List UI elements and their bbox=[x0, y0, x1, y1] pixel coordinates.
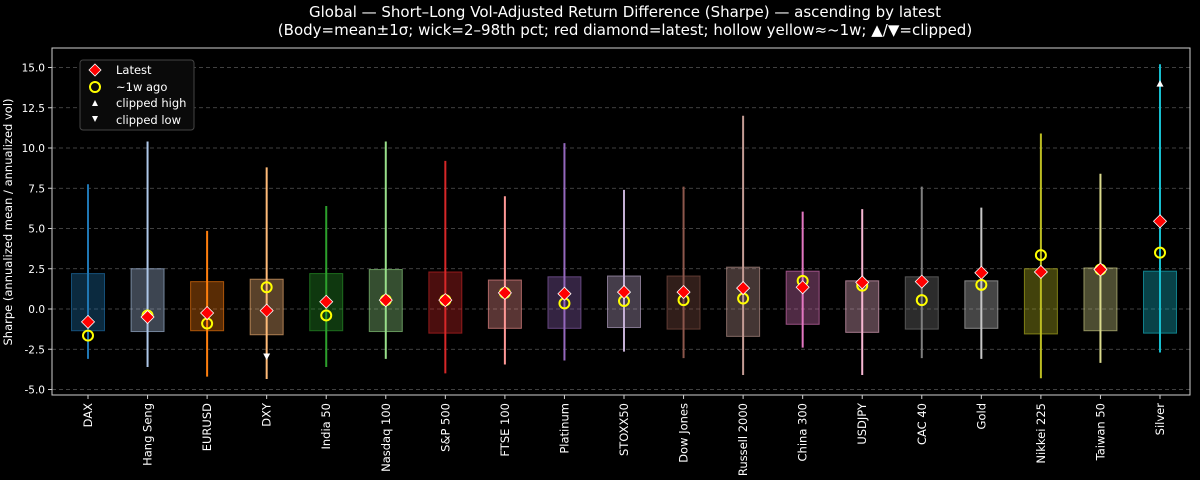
x-tick-label: FTSE 100 bbox=[498, 403, 512, 457]
latest-marker bbox=[676, 285, 691, 300]
latest-marker bbox=[438, 293, 453, 308]
series-group-gold bbox=[964, 207, 999, 359]
latest-marker bbox=[855, 275, 870, 290]
latest-marker bbox=[795, 280, 810, 295]
y-tick-label: 5.0 bbox=[28, 224, 45, 236]
x-tick-label: DAX bbox=[81, 403, 95, 428]
latest-marker bbox=[497, 285, 512, 300]
series-group-dow-jones bbox=[666, 186, 701, 359]
latest-marker bbox=[736, 281, 751, 296]
x-tick-label: Dow Jones bbox=[677, 403, 691, 463]
latest-marker bbox=[140, 309, 155, 325]
x-tick-label: CAC 40 bbox=[915, 403, 929, 445]
x-ticks: DAX Hang Seng EURUSD DXY India 50 Nasdaq 100 S… bbox=[81, 395, 1167, 476]
series-group-usdjpy bbox=[845, 209, 880, 376]
series-group-ftse-100 bbox=[487, 196, 522, 365]
clipped-low-marker bbox=[263, 353, 271, 360]
y-tick-label: 15.0 bbox=[22, 63, 45, 75]
x-tick-label: China 300 bbox=[796, 403, 810, 461]
series-group-dax bbox=[71, 184, 105, 359]
legend-box bbox=[79, 59, 195, 131]
latest-marker bbox=[80, 314, 96, 329]
latest-marker bbox=[1093, 262, 1108, 277]
x-tick-label: USDJPY bbox=[855, 402, 869, 445]
x-tick-label: Platinum bbox=[557, 403, 571, 454]
latest-marker bbox=[1152, 214, 1168, 229]
week-ago-marker bbox=[915, 294, 928, 307]
x-tick-label: DXY bbox=[260, 402, 274, 427]
series-group-s-p-500 bbox=[428, 160, 463, 374]
series-group-nasdaq-100 bbox=[368, 141, 403, 359]
series-group-russell-2000 bbox=[726, 115, 761, 376]
series-group-china-300 bbox=[785, 211, 820, 348]
week-ago-marker bbox=[260, 281, 273, 294]
chart-marks bbox=[71, 64, 1177, 380]
plot-frame bbox=[51, 47, 1191, 396]
y-tick-label: 12.5 bbox=[22, 103, 45, 115]
gridlines bbox=[52, 67, 1190, 390]
series-group-hang-seng bbox=[130, 141, 165, 367]
y-ticks: -5.0 -2.5 0.0 2.5 5.0 7.5 10.0 12.5 15.0 bbox=[22, 63, 52, 397]
y-tick-label: -5.0 bbox=[25, 385, 46, 397]
series-group-eurusd bbox=[190, 230, 225, 377]
series-group-stoxx50 bbox=[607, 189, 641, 352]
chart-subtitle: (Body=mean±1σ; wick=2–98th pct; red diam… bbox=[278, 21, 972, 39]
x-tick-label: Russell 2000 bbox=[736, 403, 750, 476]
week-ago-marker bbox=[1034, 249, 1047, 262]
legend-clipped-low-label: clipped low bbox=[116, 113, 181, 127]
latest-marker bbox=[557, 286, 572, 301]
legend-week-ago-label: ~1w ago bbox=[116, 80, 167, 94]
series-group-taiwan-50 bbox=[1083, 173, 1118, 363]
legend-clipped-high-marker bbox=[92, 100, 98, 106]
latest-marker bbox=[616, 285, 632, 300]
latest-marker bbox=[319, 294, 334, 309]
x-tick-label: Hang Seng bbox=[141, 403, 155, 466]
latest-marker bbox=[378, 293, 393, 308]
week-ago-marker bbox=[320, 309, 333, 322]
legend-latest-label: Latest bbox=[116, 63, 152, 77]
series-group-platinum bbox=[547, 143, 582, 361]
y-tick-label: 10.0 bbox=[22, 143, 45, 155]
clipped-high-marker bbox=[1156, 80, 1164, 87]
y-axis-label: Sharpe (annualized mean / annualized vol… bbox=[1, 98, 15, 345]
x-tick-label: Gold bbox=[974, 403, 988, 429]
legend-latest-marker bbox=[88, 63, 102, 77]
chart-title: Global — Short–Long Vol-Adjusted Return … bbox=[309, 3, 941, 21]
series-group-nikkei-225 bbox=[1023, 133, 1058, 379]
latest-marker bbox=[974, 265, 989, 280]
x-tick-label: Nikkei 225 bbox=[1034, 403, 1048, 464]
x-tick-label: STOXX50 bbox=[617, 403, 631, 456]
week-ago-marker bbox=[1154, 246, 1166, 259]
x-tick-label: Nasdaq 100 bbox=[379, 403, 393, 472]
week-ago-marker bbox=[82, 329, 94, 342]
x-tick-label: Silver bbox=[1153, 403, 1167, 436]
x-tick-label: India 50 bbox=[319, 403, 333, 450]
legend-week-ago-marker bbox=[89, 81, 101, 93]
series-group-silver bbox=[1143, 64, 1177, 353]
x-tick-label: EURUSD bbox=[200, 403, 214, 451]
y-tick-label: 0.0 bbox=[28, 304, 45, 316]
legend: Latest ~1w ago clipped high clipped low bbox=[79, 59, 195, 131]
latest-marker bbox=[259, 303, 274, 318]
legend-clipped-low-marker bbox=[92, 116, 98, 122]
latest-marker bbox=[200, 305, 215, 321]
series-group-india-50 bbox=[309, 205, 344, 367]
x-tick-label: S&P 500 bbox=[438, 403, 452, 452]
legend-clipped-high-label: clipped high bbox=[116, 96, 186, 110]
y-tick-label: 2.5 bbox=[28, 264, 45, 276]
series-group-cac-40 bbox=[904, 186, 939, 359]
x-tick-label: Taiwan 50 bbox=[1093, 403, 1107, 461]
latest-marker bbox=[1033, 264, 1048, 280]
series-group-dxy bbox=[249, 167, 284, 380]
y-tick-label: 7.5 bbox=[28, 183, 45, 195]
latest-marker bbox=[914, 274, 929, 289]
y-tick-label: -2.5 bbox=[25, 344, 46, 356]
week-ago-marker bbox=[975, 278, 988, 291]
